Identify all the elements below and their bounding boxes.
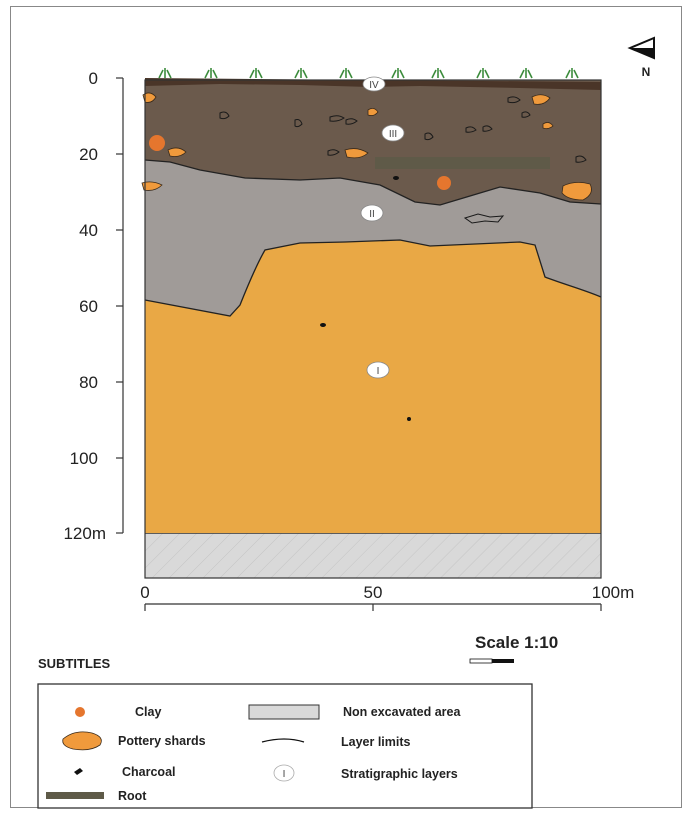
legend-charcoal-swatch xyxy=(74,768,83,775)
north-arrow-icon xyxy=(627,36,655,60)
pottery-shard xyxy=(561,182,592,201)
legend-pottery-label: Pottery shards xyxy=(118,734,206,748)
grass-icon xyxy=(565,68,579,79)
depth-tick-label: 120m xyxy=(63,524,106,543)
layer-marker-ii: II xyxy=(360,204,384,222)
legend-strat-symbol: I xyxy=(283,769,286,780)
clay-nodules xyxy=(149,135,451,190)
legend-title: SUBTITLES xyxy=(38,656,111,671)
grass-icon xyxy=(204,68,218,79)
clay xyxy=(437,176,451,190)
width-tick-label: 0 xyxy=(140,583,149,602)
pottery-shard xyxy=(531,94,551,105)
width-tick-label: 50 xyxy=(364,583,383,602)
layer-ii xyxy=(145,155,601,316)
grass-icon xyxy=(476,68,490,79)
scale-bar xyxy=(469,658,514,664)
layer-marker-iii: III xyxy=(381,124,405,142)
depth-axis xyxy=(116,77,124,534)
non-excavated-hatch xyxy=(145,533,601,578)
layer-marker-label: II xyxy=(369,209,375,220)
depth-tick-label: 20 xyxy=(79,145,98,164)
legend-non-excavated-label: Non excavated area xyxy=(343,705,461,719)
layer-marker-iv: IV xyxy=(362,76,386,92)
scale-label: Scale 1:10 xyxy=(475,633,558,652)
layer-marker-label: IV xyxy=(369,80,379,91)
width-axis xyxy=(144,603,602,611)
grass-icon xyxy=(431,68,445,79)
depth-tick-label: 60 xyxy=(79,297,98,316)
charcoal xyxy=(407,417,411,421)
grass-icon xyxy=(158,68,172,79)
grass-icon xyxy=(249,68,263,79)
grass-icon xyxy=(294,68,308,79)
charcoal-fragments xyxy=(320,176,411,421)
legend-strat-swatch xyxy=(273,764,295,782)
root xyxy=(375,157,550,169)
grass-icon xyxy=(391,68,405,79)
pottery-shard xyxy=(142,92,157,103)
inclusions xyxy=(219,96,587,224)
depth-tick-label: 0 xyxy=(89,69,98,88)
layer-marker-label: III xyxy=(389,129,397,140)
legend-box xyxy=(37,683,533,809)
legend-layer-limits-label: Layer limits xyxy=(341,735,411,749)
depth-tick-label: 100 xyxy=(70,449,98,468)
depth-tick-label: 40 xyxy=(79,221,98,240)
legend-layer-limits-swatch xyxy=(261,738,305,743)
layer-marker-i: I xyxy=(366,361,390,379)
pottery-shard xyxy=(542,122,554,130)
layer-limit-i-ii xyxy=(144,239,602,317)
charcoal xyxy=(393,176,399,180)
layer-iii xyxy=(145,80,601,205)
layer-limit-ii-iii xyxy=(144,159,602,206)
legend-root-label: Root xyxy=(118,789,147,803)
grass-tufts xyxy=(158,68,579,79)
pottery-shard xyxy=(367,108,379,116)
legend-non-excavated-swatch xyxy=(248,704,320,720)
legend-clay-label: Clay xyxy=(135,705,161,719)
layer-marker-label: I xyxy=(377,366,380,377)
width-tick-label: 100m xyxy=(592,583,635,602)
legend-pottery-swatch xyxy=(62,731,102,751)
pottery-shard xyxy=(167,147,187,157)
legend-charcoal-label: Charcoal xyxy=(122,765,176,779)
legend-strat-label: Stratigraphic layers xyxy=(341,767,458,781)
grass-icon xyxy=(519,68,533,79)
legend-clay-swatch xyxy=(75,707,85,717)
charcoal xyxy=(320,323,326,327)
pottery-shards xyxy=(141,92,592,201)
pottery-shard xyxy=(141,181,163,191)
grass-icon xyxy=(339,68,353,79)
clay xyxy=(149,135,165,151)
pottery-shard xyxy=(344,148,369,159)
depth-tick-label: 80 xyxy=(79,373,98,392)
north-label: N xyxy=(642,65,651,79)
legend-root-swatch xyxy=(46,792,104,799)
